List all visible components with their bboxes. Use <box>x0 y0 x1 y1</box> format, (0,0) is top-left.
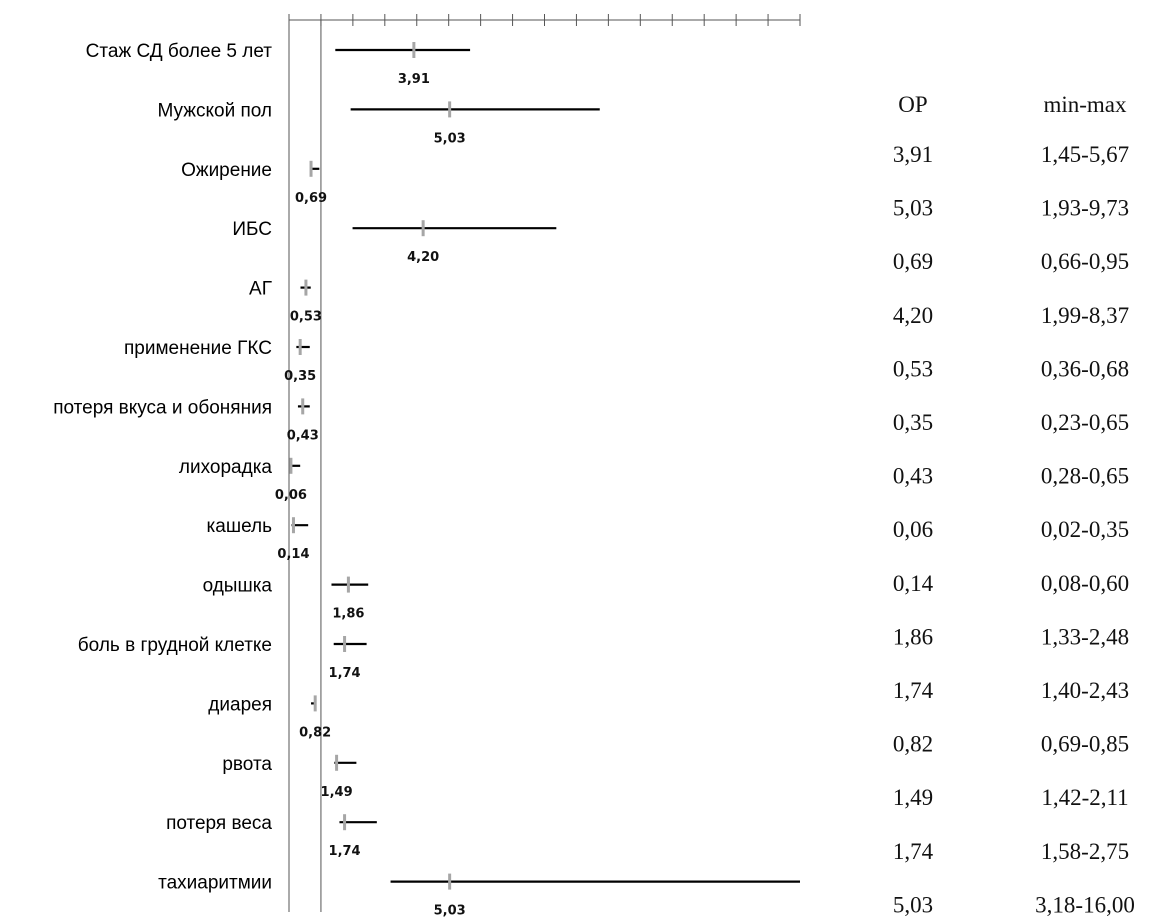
table-cell-or: 0,35 <box>893 410 933 435</box>
value-label: 5,03 <box>434 131 466 146</box>
category-label: лихорадка <box>179 457 273 478</box>
table-cell-or: 5,03 <box>893 892 933 917</box>
value-label: 1,86 <box>332 607 364 622</box>
or-table: OP min-max 3,91 1,45-5,67 5,03 1,93-9,73 0,6… <box>893 92 1135 917</box>
value-label: 4,20 <box>407 250 439 265</box>
table-cell-range: 0,08-0,60 <box>1041 571 1129 596</box>
table-cell-range: 0,02-0,35 <box>1041 517 1129 542</box>
category-label: Мужской пол <box>158 100 272 121</box>
value-label: 0,35 <box>284 369 316 384</box>
category-label: кашель <box>207 516 273 537</box>
category-label: Стаж СД более 5 лет <box>86 41 273 62</box>
table-cell-range: 0,36-0,68 <box>1041 356 1129 381</box>
value-label: 0,82 <box>299 725 331 740</box>
value-label: 1,74 <box>329 844 361 859</box>
table-cell-or: 1,74 <box>893 678 934 703</box>
table-cell-or: 0,82 <box>893 732 933 757</box>
table-cell-or: 0,53 <box>893 356 933 381</box>
table-cell-range: 1,45-5,67 <box>1041 142 1129 167</box>
table-cell-or: 0,69 <box>893 249 933 274</box>
table-cell-or: 1,86 <box>893 624 933 649</box>
value-label: 3,91 <box>398 72 430 87</box>
category-labels: Стаж СД более 5 лет Мужской пол Ожирение ИБ… <box>53 41 272 894</box>
table-cell-range: 0,66-0,95 <box>1041 249 1129 274</box>
plot-marks: 3,91 5,03 0,69 4,20 0,53 0,35 0,43 0,06 0,14 1,86… <box>275 42 800 917</box>
table-cell-or: 0,14 <box>893 571 934 596</box>
table-header-range: min-max <box>1043 92 1127 117</box>
category-label: тахиаритмии <box>158 873 272 894</box>
category-label: диарея <box>208 694 272 715</box>
table-header-or: OP <box>898 92 927 117</box>
value-label: 1,74 <box>329 666 361 681</box>
category-label: Ожирение <box>181 160 272 181</box>
value-label: 1,49 <box>321 785 353 800</box>
value-label: 0,14 <box>277 547 309 562</box>
value-label: 0,53 <box>290 310 322 325</box>
value-label: 0,06 <box>275 488 307 503</box>
table-cell-range: 1,58-2,75 <box>1041 839 1129 864</box>
category-label: потеря веса <box>166 813 272 834</box>
table-cell-or: 3,91 <box>893 142 933 167</box>
table-cell-or: 0,43 <box>893 464 933 489</box>
category-label: применение ГКС <box>124 338 272 359</box>
table-cell-range: 1,93-9,73 <box>1041 196 1129 221</box>
category-label: потеря вкуса и обоняния <box>53 397 272 418</box>
value-label: 0,69 <box>295 191 327 206</box>
table-cell-range: 1,42-2,11 <box>1041 785 1128 810</box>
value-label: 5,03 <box>434 904 466 917</box>
table-cell-range: 0,23-0,65 <box>1041 410 1129 435</box>
category-label: АГ <box>249 279 272 300</box>
table-cell-range: 0,28-0,65 <box>1041 464 1129 489</box>
category-label: ИБС <box>232 219 272 240</box>
value-label: 0,43 <box>287 428 319 443</box>
table-cell-or: 4,20 <box>893 303 933 328</box>
table-cell-or: 0,06 <box>893 517 933 542</box>
table-cell-range: 1,99-8,37 <box>1041 303 1129 328</box>
axis-layer <box>288 14 801 912</box>
table-cell-range: 1,40-2,43 <box>1041 678 1129 703</box>
table-cell-range: 0,69-0,85 <box>1041 732 1129 757</box>
category-label: одышка <box>203 576 273 597</box>
table-cell-or: 1,49 <box>893 785 933 810</box>
table-cell-range: 3,18-16,00 <box>1035 892 1135 917</box>
table-cell-or: 1,74 <box>893 839 934 864</box>
category-label: рвота <box>222 754 272 775</box>
table-cell-or: 5,03 <box>893 196 933 221</box>
table-cell-range: 1,33-2,48 <box>1041 624 1129 649</box>
category-label: боль в грудной клетке <box>78 635 272 656</box>
